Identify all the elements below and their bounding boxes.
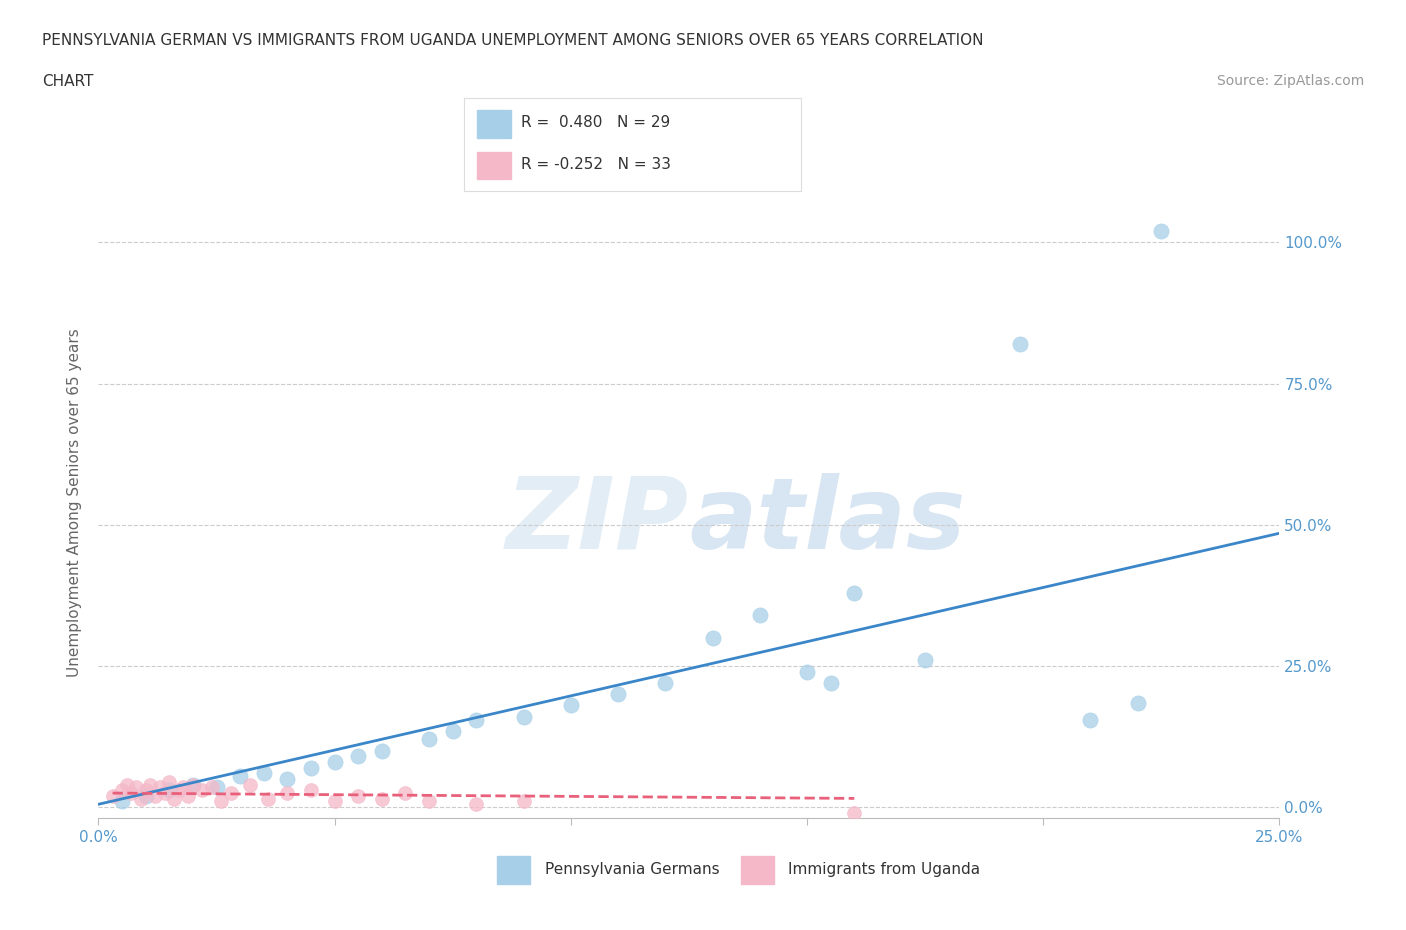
FancyBboxPatch shape bbox=[496, 856, 530, 884]
Point bbox=[209, 794, 232, 809]
Point bbox=[276, 786, 298, 801]
Point bbox=[253, 765, 276, 780]
Point bbox=[512, 794, 534, 809]
Point bbox=[560, 698, 582, 713]
Point bbox=[607, 686, 630, 701]
Point bbox=[914, 653, 936, 668]
Point bbox=[748, 607, 770, 622]
Point bbox=[129, 791, 152, 806]
Point bbox=[347, 749, 370, 764]
Text: R =  0.480   N = 29: R = 0.480 N = 29 bbox=[522, 115, 671, 130]
Point bbox=[844, 805, 866, 820]
Point bbox=[418, 794, 440, 809]
Point bbox=[465, 712, 488, 727]
Point bbox=[157, 783, 180, 798]
Point bbox=[139, 777, 162, 792]
Point bbox=[135, 789, 157, 804]
Point bbox=[172, 780, 194, 795]
Point bbox=[1008, 337, 1031, 352]
Point bbox=[702, 631, 724, 645]
Point bbox=[153, 786, 176, 801]
Point bbox=[371, 743, 394, 758]
Point bbox=[191, 783, 214, 798]
Point bbox=[125, 780, 148, 795]
Point bbox=[149, 780, 172, 795]
Point bbox=[135, 783, 157, 798]
Point bbox=[229, 768, 252, 783]
Point bbox=[205, 780, 228, 795]
Point bbox=[111, 783, 134, 798]
Point bbox=[323, 754, 346, 769]
Point bbox=[418, 732, 440, 747]
Point bbox=[115, 777, 138, 792]
Text: R = -0.252   N = 33: R = -0.252 N = 33 bbox=[522, 157, 671, 172]
Point bbox=[121, 786, 143, 801]
Point bbox=[347, 789, 370, 804]
Point bbox=[820, 675, 842, 690]
Point bbox=[844, 585, 866, 600]
Text: PENNSYLVANIA GERMAN VS IMMIGRANTS FROM UGANDA UNEMPLOYMENT AMONG SENIORS OVER 65: PENNSYLVANIA GERMAN VS IMMIGRANTS FROM U… bbox=[42, 33, 984, 47]
Point bbox=[143, 789, 166, 804]
Point bbox=[201, 780, 224, 795]
Point bbox=[111, 794, 134, 809]
Point bbox=[276, 772, 298, 787]
Text: CHART: CHART bbox=[42, 74, 94, 89]
Point bbox=[101, 789, 124, 804]
Point bbox=[163, 791, 186, 806]
Point bbox=[654, 675, 676, 690]
Point bbox=[1080, 712, 1102, 727]
Y-axis label: Unemployment Among Seniors over 65 years: Unemployment Among Seniors over 65 years bbox=[67, 328, 83, 677]
Text: Source: ZipAtlas.com: Source: ZipAtlas.com bbox=[1216, 74, 1364, 88]
Point bbox=[239, 777, 262, 792]
Point bbox=[219, 786, 242, 801]
FancyBboxPatch shape bbox=[478, 152, 512, 179]
Point bbox=[181, 777, 204, 792]
Point bbox=[465, 797, 488, 812]
Point bbox=[371, 791, 394, 806]
Point bbox=[441, 724, 464, 738]
Point bbox=[796, 664, 818, 679]
Point bbox=[167, 783, 190, 798]
FancyBboxPatch shape bbox=[741, 856, 775, 884]
Text: Immigrants from Uganda: Immigrants from Uganda bbox=[789, 862, 980, 877]
Point bbox=[181, 777, 204, 792]
Point bbox=[177, 789, 200, 804]
Point bbox=[1126, 696, 1149, 711]
Point bbox=[299, 760, 322, 775]
Point bbox=[323, 794, 346, 809]
Point bbox=[257, 791, 280, 806]
Point bbox=[394, 786, 416, 801]
Text: atlas: atlas bbox=[689, 472, 966, 570]
FancyBboxPatch shape bbox=[478, 110, 512, 138]
Text: ZIP: ZIP bbox=[506, 472, 689, 570]
Point bbox=[1150, 224, 1173, 239]
Point bbox=[299, 783, 322, 798]
Point bbox=[157, 775, 180, 790]
Text: Pennsylvania Germans: Pennsylvania Germans bbox=[544, 862, 720, 877]
Point bbox=[512, 710, 534, 724]
